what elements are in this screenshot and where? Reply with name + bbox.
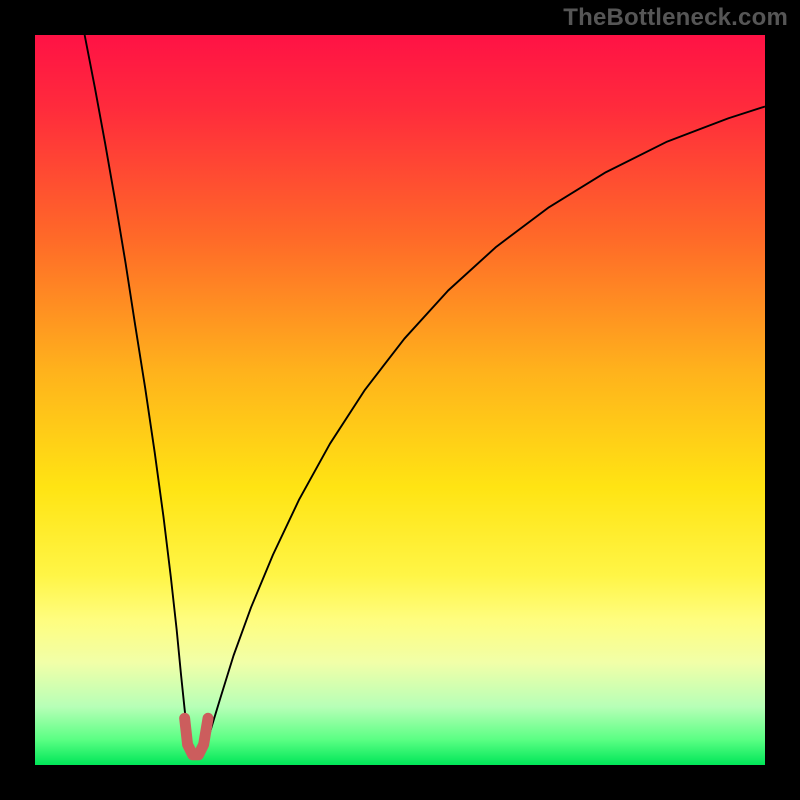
chart-svg xyxy=(35,35,765,765)
bottleneck-chart xyxy=(35,35,765,765)
watermark-text: TheBottleneck.com xyxy=(563,4,788,32)
chart-frame: TheBottleneck.com xyxy=(0,0,800,800)
gradient-background xyxy=(35,35,765,765)
